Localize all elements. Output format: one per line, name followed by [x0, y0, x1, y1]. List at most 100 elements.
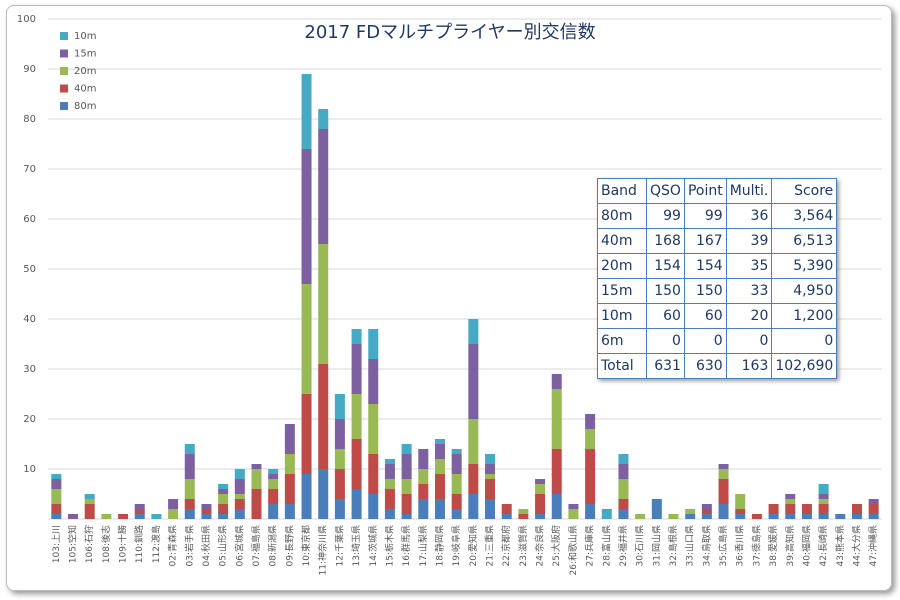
bar-segment: [368, 359, 379, 404]
x-tick-label: 10:東京都: [300, 525, 312, 567]
bar-segment: [418, 484, 429, 499]
x-tick-label: 02:青森県: [167, 525, 179, 567]
table-cell: 15m: [597, 278, 647, 304]
bar-segment: [668, 514, 679, 519]
bar-segment: [468, 344, 479, 419]
table-cell: 154: [646, 253, 685, 279]
table-cell: Point: [683, 178, 727, 204]
bar-segment: [618, 509, 629, 519]
bar-segment: [334, 469, 345, 499]
x-tick-label: 105:空知: [67, 525, 79, 563]
table-cell: 0: [725, 328, 773, 354]
bar-segment: [701, 509, 712, 514]
legend-label: 20m: [74, 66, 96, 77]
table-cell: 99: [646, 203, 685, 229]
bar-segment: [851, 514, 862, 519]
table-cell: 36: [725, 203, 773, 229]
legend-swatch: [60, 102, 68, 110]
bar-segment: [368, 404, 379, 454]
bar-segment: [184, 444, 195, 454]
table-cell: 150: [683, 278, 727, 304]
bar-segment: [318, 109, 329, 129]
bar-segment: [535, 484, 546, 494]
table-cell: 630: [683, 353, 727, 379]
bar-segment: [468, 419, 479, 464]
y-tick-label: 30: [23, 364, 36, 375]
bar-segment: [201, 504, 212, 509]
bar-segment: [485, 464, 496, 474]
x-tick-label: 03:岩手県: [183, 525, 195, 567]
bar-segment: [418, 499, 429, 519]
bar-segment: [401, 479, 412, 494]
bar-segment: [268, 469, 279, 474]
bar-segment: [434, 499, 445, 519]
bar-segment: [418, 449, 429, 469]
bar-segment: [818, 514, 829, 519]
y-tick-label: 80: [23, 114, 36, 125]
table-cell: 5,390: [771, 253, 838, 279]
legend-label: 15m: [74, 49, 96, 60]
bar-segment: [551, 389, 562, 449]
x-tick-label: 16:群馬県: [400, 525, 412, 567]
bar-segment: [151, 514, 162, 519]
y-tick-label: 40: [23, 314, 36, 325]
bar-segment: [301, 149, 312, 284]
table-cell: 60: [646, 303, 685, 329]
bar-segment: [234, 499, 245, 509]
bar-segment: [218, 484, 229, 489]
bar-segment: [585, 429, 596, 449]
bar-segment: [118, 514, 129, 519]
table-cell: 35: [725, 253, 773, 279]
bar-segment: [384, 509, 395, 519]
bar-segment: [134, 504, 145, 509]
legend-label: 80m: [74, 101, 96, 112]
x-tick-label: 42:長崎県: [817, 525, 829, 567]
bar-segment: [351, 489, 362, 519]
bar-segment: [451, 449, 462, 454]
bar-segment: [718, 504, 729, 519]
bar-segment: [101, 514, 112, 519]
bar-segment: [451, 454, 462, 474]
x-tick-label: 36:香川県: [735, 525, 746, 567]
bar-segment: [368, 494, 379, 519]
bar-segment: [334, 499, 345, 519]
bar-segment: [568, 504, 579, 509]
bar-segment: [801, 504, 812, 514]
bar-segment: [284, 454, 295, 474]
bar-segment: [735, 514, 746, 519]
x-tick-label: 40:福岡県: [800, 525, 812, 567]
bar-segment: [685, 514, 696, 519]
bar-segment: [301, 74, 312, 149]
bar-segment: [251, 469, 262, 489]
table-cell: 631: [646, 353, 685, 379]
bar-segment: [718, 469, 729, 479]
x-tick-label: 07:福島県: [250, 525, 262, 567]
y-tick-label: 90: [23, 64, 36, 75]
x-tick-label: 13:埼玉県: [350, 525, 362, 567]
bar-segment: [535, 479, 546, 484]
bar-segment: [284, 504, 295, 519]
bar-segment: [618, 499, 629, 509]
bar-segment: [201, 509, 212, 514]
table-cell: 33: [725, 278, 773, 304]
table-cell: 150: [646, 278, 685, 304]
table-cell: 3,564: [771, 203, 838, 229]
bar-segment: [718, 479, 729, 504]
x-tick-label: 27:兵庫県: [584, 525, 596, 567]
bar-segment: [485, 454, 496, 464]
bar-segment: [768, 504, 779, 514]
bar-segment: [51, 479, 62, 489]
bar-segment: [334, 449, 345, 469]
x-tick-label: 44:大分県: [850, 525, 862, 567]
y-tick-label: 70: [23, 164, 36, 175]
bar-segment: [601, 509, 612, 519]
bar-segment: [401, 494, 412, 514]
bar-segment: [418, 469, 429, 484]
x-tick-label: 21:三重県: [484, 525, 496, 567]
legend-label: 40m: [74, 84, 96, 95]
table-cell: 20: [725, 303, 773, 329]
bar-segment: [685, 509, 696, 514]
bar-segment: [184, 499, 195, 509]
x-tick-label: 08:新潟県: [267, 525, 279, 567]
